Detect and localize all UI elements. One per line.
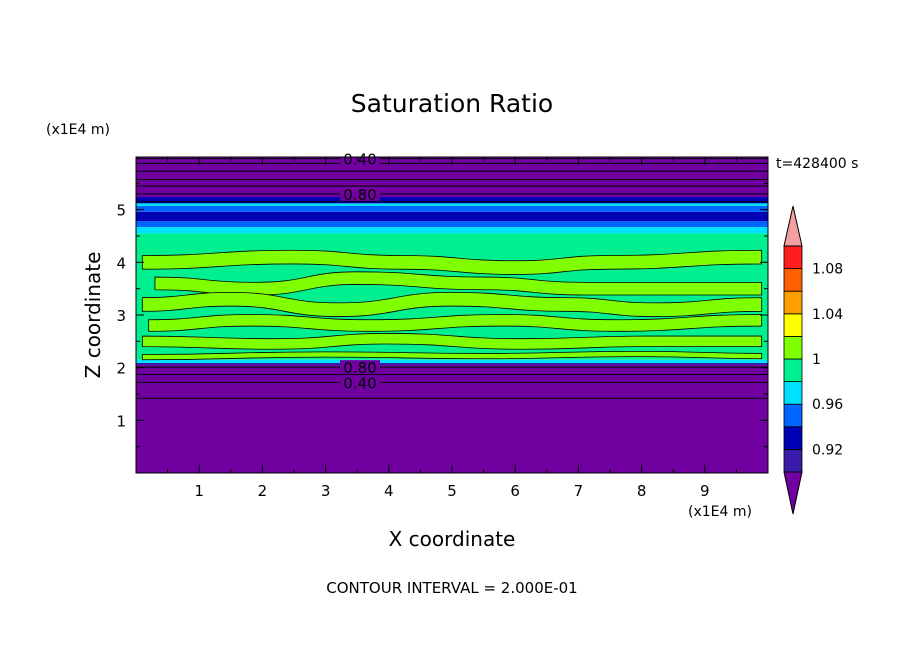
y-tick-label: 2 [116, 360, 126, 378]
x-tick-label: 1 [194, 482, 204, 500]
colorbar-segment-6 [783, 313, 803, 337]
color-band-6 [136, 211, 768, 222]
colorbar-under-triangle [783, 471, 803, 515]
supersaturated-streak-3 [148, 314, 763, 332]
color-band-7 [136, 205, 768, 212]
colorbar-segment-4 [783, 358, 803, 383]
supersaturated-streak-5 [141, 350, 763, 361]
contour-label-1: 0.40 [343, 374, 376, 392]
contour-label-3: 0.80 [343, 359, 376, 377]
x-tick-label: 5 [447, 482, 457, 500]
x-axis-ticks: 1 2 3 4 5 6 7 8 9 [167, 157, 737, 500]
colorbar-segment-2 [783, 403, 803, 428]
plot-area [136, 157, 768, 473]
colorbar [783, 205, 803, 515]
y-unit-label: (x1E4 m) [46, 122, 110, 138]
contour-labels: 0.400.800.800.40 [343, 151, 376, 393]
colorbar-segment-1 [783, 426, 803, 450]
y-axis-title: Z coordinate [81, 252, 105, 379]
y-tick-label: 5 [116, 202, 126, 220]
y-tick-label: 1 [116, 412, 126, 430]
colorbar-label: 1.04 [812, 307, 843, 323]
color-band-4 [136, 227, 768, 234]
colorbar-over-triangle [783, 205, 803, 247]
supersaturated-streak-0 [141, 249, 763, 275]
color-band-9 [136, 197, 768, 204]
y-axis-ticks: 1 2 3 4 5 [116, 182, 768, 448]
colorbar-label: 0.92 [812, 442, 843, 458]
colorbar-labels: 0.92 0.96 1 1.04 1.08 [812, 262, 843, 459]
x-tick-label: 3 [321, 482, 331, 500]
x-tick-label: 9 [700, 482, 710, 500]
color-band-0 [136, 365, 768, 473]
x-tick-label: 2 [258, 482, 268, 500]
colorbar-segment-3 [783, 381, 803, 405]
chart-title: Saturation Ratio [351, 89, 553, 118]
color-band-2 [136, 359, 768, 363]
contour-label-5: 0.80 [343, 186, 376, 204]
colorbar-label: 1.08 [812, 262, 843, 278]
supersaturated-streaks [141, 249, 763, 361]
contour-label-bg-5 [340, 186, 380, 201]
color-band-8 [136, 203, 768, 206]
x-tick-label: 7 [574, 482, 584, 500]
supersaturated-streak-2 [141, 291, 763, 317]
contour-label-bg-10 [340, 157, 380, 166]
x-axis-title: X coordinate [389, 527, 516, 551]
colorbar-segment-9 [783, 245, 803, 270]
contour-label-10: 0.40 [343, 151, 376, 169]
y-tick-label: 4 [116, 254, 126, 272]
x-tick-label: 8 [637, 482, 647, 500]
colorbar-label: 1 [812, 352, 821, 368]
contour-label-bg-3 [340, 360, 380, 375]
time-label: t=428400 s [776, 156, 858, 172]
y-tick-label: 3 [116, 307, 126, 325]
supersaturated-streak-4 [141, 333, 763, 350]
colorbar-segment-5 [783, 335, 803, 360]
x-unit-label: (x1E4 m) [688, 504, 752, 520]
colorbar-segment-0 [783, 448, 803, 473]
x-tick-label: 4 [384, 482, 394, 500]
contour-label-bg-1 [340, 375, 380, 390]
colorbar-segment-8 [783, 268, 803, 292]
x-tick-label: 6 [510, 482, 520, 500]
contour-interval-footer: CONTOUR INTERVAL = 2.000E-01 [326, 579, 577, 597]
supersaturated-streak-1 [154, 271, 763, 296]
colorbar-label: 0.96 [812, 397, 843, 413]
colorbar-segment-7 [783, 290, 803, 315]
color-band-5 [136, 221, 768, 228]
contour-lines [136, 157, 768, 399]
color-band-1 [136, 362, 768, 366]
